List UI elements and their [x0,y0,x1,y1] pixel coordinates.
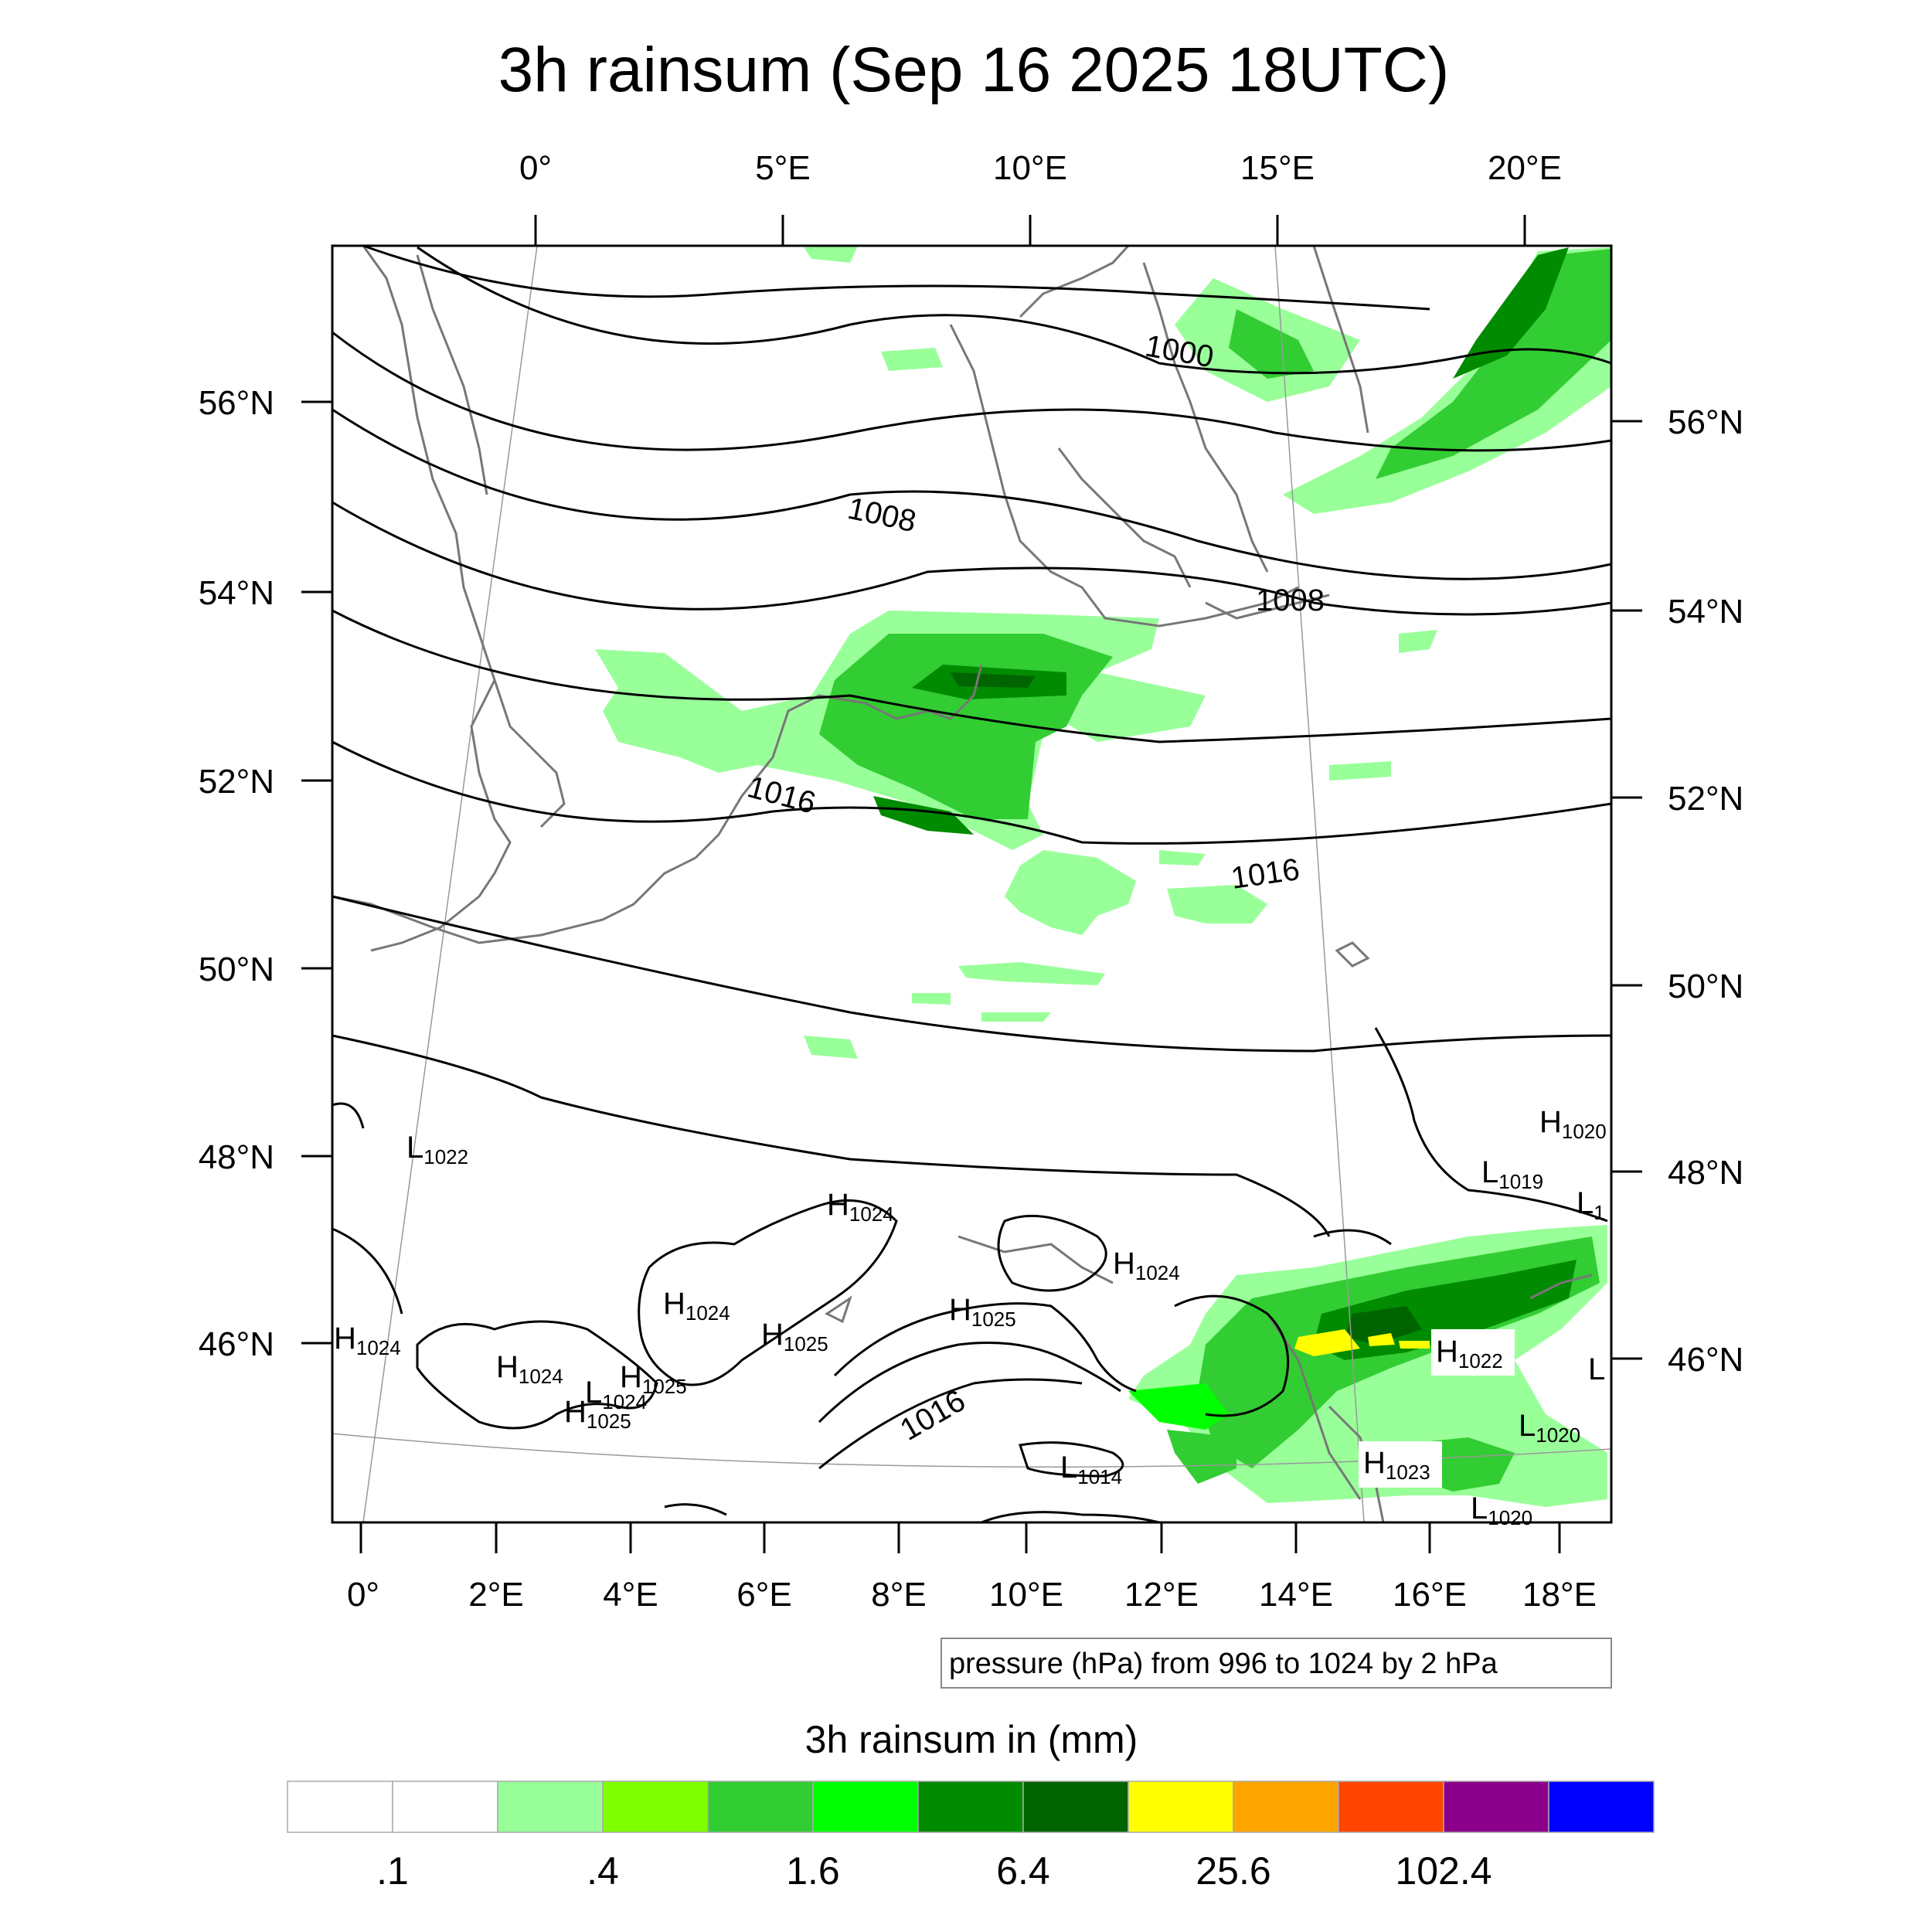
pressure-center-label: L1019 [1481,1155,1543,1193]
pressure-info-box: pressure (hPa) from 996 to 1024 by 2 hPa [940,1638,1612,1689]
pressure-center-label: L1024 [585,1376,647,1413]
colorbar-boxes [287,1781,1655,1833]
pressure-centers: L1022 H1024 H1024 H1025 H1025 H1024 H102… [334,1105,1607,1529]
lon-label: 10°E [989,1576,1063,1614]
lon-label: 2°E [468,1576,523,1614]
lat-label: 54°N [199,574,274,612]
colorbar-swatch [497,1781,604,1833]
pressure-center-label: H1025 [620,1360,687,1398]
lon-label: 5°E [755,149,810,187]
colorbar-label: 102.4 [1395,1849,1492,1893]
lon-label: 20°E [1488,149,1562,187]
lat-label: 52°N [1668,780,1743,818]
pressure-center-label: L1014 [1060,1451,1122,1488]
lon-label: 8°E [871,1576,926,1614]
lat-label: 52°N [199,763,274,801]
lon-label: 0° [347,1576,379,1614]
colorbar-swatch [812,1781,919,1833]
colorbar-swatch [1443,1781,1549,1833]
pressure-center-label: H1020 [1539,1105,1607,1143]
colorbar-swatch [1338,1781,1444,1833]
isobar-label: 1008 [1256,583,1325,617]
pressure-center-label: L1020 [1471,1492,1532,1529]
pressure-center-label: H1025 [564,1395,631,1433]
pressure-center-label: H1024 [827,1188,894,1226]
lat-label: 56°N [1668,403,1743,441]
lat-label: 48°N [1668,1154,1743,1192]
pressure-center-label: L1 [1577,1186,1605,1224]
lon-label: 0° [519,149,552,187]
colorbar-label: 1.6 [786,1849,840,1893]
pressure-center-bg [1431,1329,1515,1376]
colorbar-label: 25.6 [1196,1849,1270,1893]
lat-label: 50°N [199,951,274,988]
colorbar-swatch [392,1781,498,1833]
pressure-center-label: H1025 [761,1318,828,1355]
isobars [332,244,1612,1524]
left-latitude-labels: 56°N 54°N 52°N 50°N 48°N 46°N [199,384,274,1363]
pressure-center-label: H1024 [1113,1247,1180,1284]
axis-ticks [301,215,1642,1553]
coastlines [332,244,1593,1523]
pressure-center-label: L [1588,1352,1605,1386]
lon-label: 14°E [1259,1576,1333,1614]
lon-label: 15°E [1240,149,1315,187]
lat-label: 56°N [199,384,274,422]
lat-label: 50°N [1668,968,1743,1005]
pressure-center-label: H1024 [496,1350,563,1388]
colorbar-label: .4 [587,1849,619,1893]
lon-label: 16°E [1393,1576,1467,1614]
plot-frame [331,244,1613,1524]
right-latitude-labels: 56°N 54°N 52°N 50°N 48°N 46°N [1668,403,1743,1379]
pressure-center-label: H1022 [1436,1335,1503,1372]
lat-label: 46°N [199,1325,274,1363]
colorbar-swatch [917,1781,1024,1833]
pressure-center-label: L1022 [406,1131,468,1168]
colorbar-label: .1 [376,1849,409,1893]
pressure-center-label: H1024 [334,1321,401,1359]
lat-label: 54°N [1668,593,1743,631]
pressure-info-text: pressure (hPa) from 996 to 1024 by 2 hPa [949,1648,1498,1680]
lon-label: 10°E [993,149,1067,187]
colorbar-swatch [707,1781,814,1833]
colorbar-labels: .1 .4 1.6 6.4 25.6 102.4 [376,1849,1492,1893]
colorbar-swatch [1128,1781,1234,1833]
pressure-center-label: H1025 [949,1293,1016,1331]
top-longitude-labels: 0° 5°E 10°E 15°E 20°E [519,149,1562,187]
colorbar-swatch [287,1781,393,1833]
colorbar-title: 3h rainsum in (mm) [805,1718,1138,1761]
colorbar-swatch [1548,1781,1655,1833]
lon-label: 18°E [1522,1576,1597,1614]
lon-label: 4°E [603,1576,658,1614]
colorbar-swatch [1233,1781,1339,1833]
lon-label: 6°E [736,1576,791,1614]
map-title: 3h rainsum (Sep 16 2025 18UTC) [498,35,1450,105]
bottom-longitude-labels: 0° 2°E 4°E 6°E 8°E 10°E 12°E 14°E 16°E 1… [347,1576,1597,1614]
colorbar-swatch [1022,1781,1129,1833]
pressure-center-label: H1023 [1363,1446,1430,1484]
lon-label: 12°E [1124,1576,1199,1614]
lat-label: 46°N [1668,1341,1743,1379]
colorbar-label: 6.4 [996,1849,1050,1893]
pressure-center-label: L1020 [1519,1409,1580,1447]
pressure-center-bg [1359,1441,1442,1488]
colorbar-swatch [602,1781,709,1833]
precipitation-field [595,246,1611,1507]
colorbar: 3h rainsum in (mm) .1 .4 1.6 6.4 25.6 102.4 [287,1718,1655,1893]
pressure-center-label: H1024 [663,1287,730,1325]
map-plot-area: 1000 1008 1008 1016 1016 1016 L1022 H102… [331,244,1613,1529]
lat-label: 48°N [199,1138,274,1176]
